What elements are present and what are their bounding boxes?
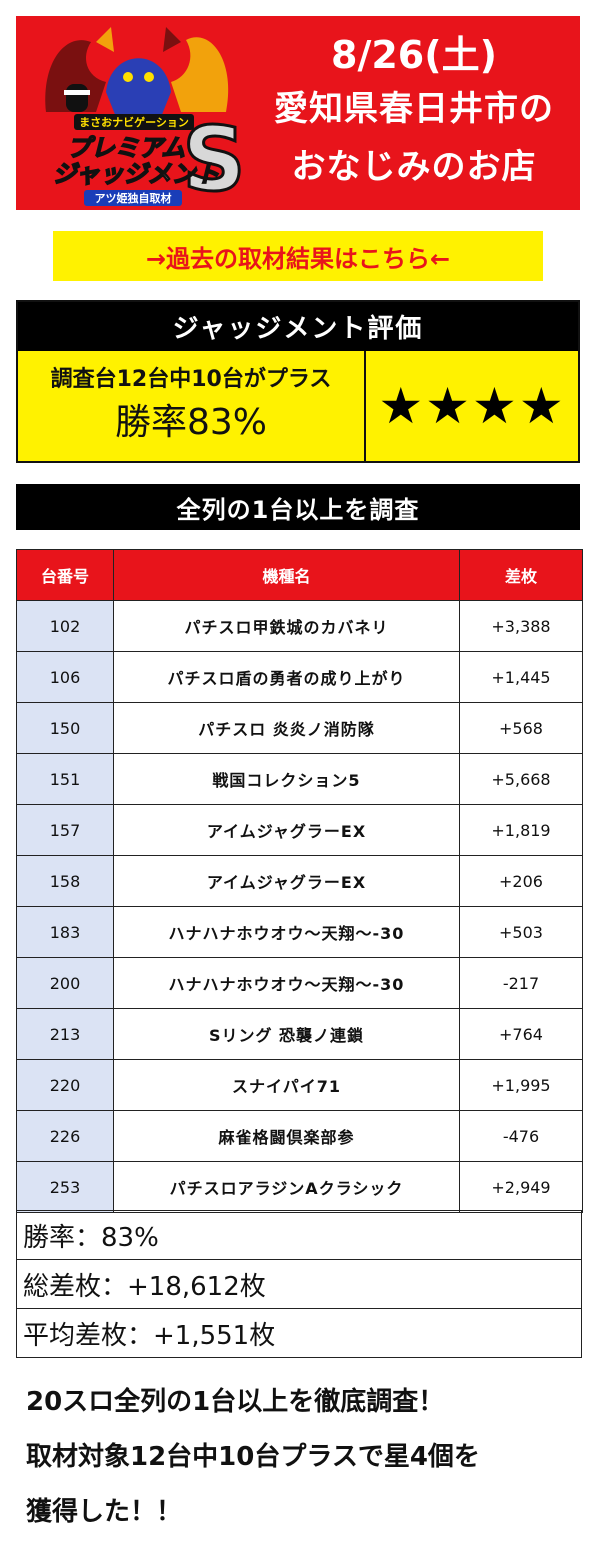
machine-number-cell: 151	[16, 753, 114, 805]
machine-name-cell: パチスロ盾の勇者の成り上がり	[113, 651, 460, 703]
machine-name-cell: Sリング 恐襲ノ連鎖	[113, 1008, 460, 1060]
header-machine-name: 機種名	[113, 549, 460, 601]
machine-number-cell: 150	[16, 702, 114, 754]
star-rating-icon: ★★★★	[378, 377, 566, 435]
judgment-rating: ★★★★	[366, 351, 578, 461]
machine-name-cell: 戦国コレクション5	[113, 753, 460, 805]
coin-diff-cell: +1,995	[459, 1059, 583, 1111]
machine-name-cell: アイムジャグラーEX	[113, 804, 460, 856]
machine-name-cell: 麻雀格闘倶楽部参	[113, 1110, 460, 1162]
coin-diff-cell: -476	[459, 1110, 583, 1162]
judgment-condition: 調査台12台中10台がプラス	[50, 367, 332, 392]
table-row: 253 パチスロアラジンAクラシック +2,949	[16, 1161, 583, 1213]
coin-diff-cell: +1,445	[459, 651, 583, 703]
coin-diff-cell: -217	[459, 957, 583, 1009]
table-row: 151 戦国コレクション5 +5,668	[16, 753, 583, 805]
logo-letter: S	[182, 108, 241, 208]
machine-number-cell: 102	[16, 600, 114, 652]
machine-name-cell: パチスロ 炎炎ノ消防隊	[113, 702, 460, 754]
past-results-link[interactable]: →過去の取材結果はこちら←	[53, 231, 543, 281]
coin-diff-cell: +206	[459, 855, 583, 907]
machine-name-cell: ハナハナホウオウ～天翔～‐30	[113, 957, 460, 1009]
judgment-header: ジャッジメント評価	[18, 302, 578, 351]
summary-average-diff: 平均差枚：+1,551枚	[16, 1308, 582, 1358]
machine-name-cell: スナイパイ71	[113, 1059, 460, 1111]
machine-number-cell: 220	[16, 1059, 114, 1111]
machine-name-cell: ハナハナホウオウ～天翔～‐30	[113, 906, 460, 958]
survey-scope-bar: 全列の1台以上を調査	[16, 484, 580, 530]
coin-diff-cell: +568	[459, 702, 583, 754]
coin-diff-cell: +2,949	[459, 1161, 583, 1213]
footer-line-1: 20スロ全列の1台以上を徹底調査！	[26, 1387, 445, 1417]
banner-text: 8/26(土) 愛知県春日井市の おなじみのお店	[248, 16, 580, 210]
machine-number-cell: 213	[16, 1008, 114, 1060]
machine-number-cell: 200	[16, 957, 114, 1009]
store-location: 愛知県春日井市の	[274, 89, 554, 129]
logo-ribbon: アツ姫独自取材	[95, 191, 172, 205]
premium-judgment-logo: まさおナビゲーション S プレミアム ジャッジメント アツ姫独自取材	[45, 27, 241, 208]
summary-table: 勝率：83% 総差枚：+18,612枚 平均差枚：+1,551枚	[16, 1210, 582, 1358]
coin-diff-cell: +3,388	[459, 600, 583, 652]
footer-line-2: 取材対象12台中10台プラスで星4個を	[26, 1442, 480, 1472]
table-row: 106 パチスロ盾の勇者の成り上がり +1,445	[16, 651, 583, 703]
machine-name-cell: パチスロアラジンAクラシック	[113, 1161, 460, 1213]
table-row: 226 麻雀格闘倶楽部参 -476	[16, 1110, 583, 1162]
footer-line-3: 獲得した！！	[26, 1497, 183, 1527]
table-row: 158 アイムジャグラーEX +206	[16, 855, 583, 907]
judgment-body: 調査台12台中10台がプラス 勝率83% ★★★★	[18, 351, 578, 461]
footer-text: 20スロ全列の1台以上を徹底調査！ 取材対象12台中10台プラスで星4個を 獲得…	[26, 1375, 586, 1540]
header-coin-diff: 差枚	[459, 549, 583, 601]
machine-number-cell: 106	[16, 651, 114, 703]
judgment-panel: ジャッジメント評価 調査台12台中10台がプラス 勝率83% ★★★★	[16, 300, 580, 463]
logo-subtitle: まさおナビゲーション	[79, 115, 189, 129]
summary-win-rate: 勝率：83%	[16, 1210, 582, 1260]
coin-diff-cell: +503	[459, 906, 583, 958]
results-table: 台番号 機種名 差枚 102 パチスロ甲鉄城のカバネリ +3,388 106 パチスロ盾…	[16, 549, 583, 1213]
table-row: 102 パチスロ甲鉄城のカバネリ +3,388	[16, 600, 583, 652]
machine-number-cell: 253	[16, 1161, 114, 1213]
table-row: 213 Sリング 恐襲ノ連鎖 +764	[16, 1008, 583, 1060]
coin-diff-cell: +1,819	[459, 804, 583, 856]
machine-number-cell: 158	[16, 855, 114, 907]
coin-diff-cell: +764	[459, 1008, 583, 1060]
logo-title-bottom: ジャッジメント	[53, 160, 220, 188]
header-banner: まさおナビゲーション S プレミアム ジャッジメント アツ姫独自取材 8/26(…	[16, 16, 580, 210]
judgment-result: 調査台12台中10台がプラス 勝率83%	[18, 351, 366, 461]
machine-name-cell: パチスロ甲鉄城のカバネリ	[113, 600, 460, 652]
summary-total-diff: 総差枚：+18,612枚	[16, 1259, 582, 1309]
table-row: 150 パチスロ 炎炎ノ消防隊 +568	[16, 702, 583, 754]
logo-title-top: プレミアム	[67, 134, 185, 162]
machine-number-cell: 226	[16, 1110, 114, 1162]
coin-diff-cell: +5,668	[459, 753, 583, 805]
header-machine-number: 台番号	[16, 549, 114, 601]
table-row: 200 ハナハナホウオウ～天翔～‐30 -217	[16, 957, 583, 1009]
machine-number-cell: 183	[16, 906, 114, 958]
judgment-win-rate: 勝率83%	[114, 402, 268, 443]
table-row: 183 ハナハナホウオウ～天翔～‐30 +503	[16, 906, 583, 958]
table-row: 220 スナイパイ71 +1,995	[16, 1059, 583, 1111]
store-description: おなじみのお店	[291, 147, 537, 187]
table-header-row: 台番号 機種名 差枚	[16, 549, 583, 601]
machine-number-cell: 157	[16, 804, 114, 856]
machine-name-cell: アイムジャグラーEX	[113, 855, 460, 907]
table-row: 157 アイムジャグラーEX +1,819	[16, 804, 583, 856]
event-date: 8/26(土)	[331, 33, 497, 77]
